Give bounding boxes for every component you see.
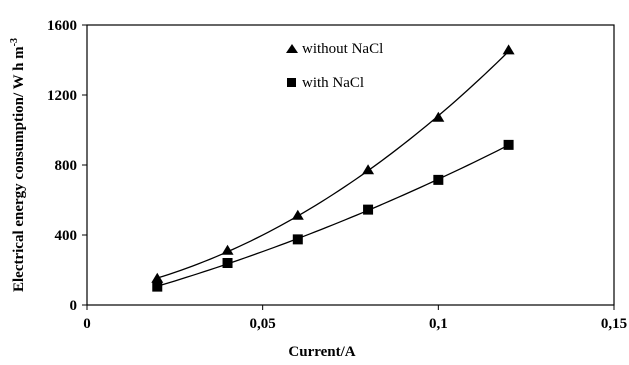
- x-tick-label: 0,1: [429, 316, 448, 332]
- point-without-nacl: [362, 164, 375, 175]
- x-tick-label: 0,15: [601, 316, 627, 332]
- point-with-nacl: [503, 139, 514, 150]
- trend-lines: [157, 50, 510, 287]
- point-without-nacl: [502, 44, 515, 55]
- legend-square-marker: [287, 78, 296, 87]
- legend-label-without-nacl: without NaCl: [302, 41, 383, 57]
- legend: without NaCl with NaCl: [286, 41, 383, 91]
- point-with-nacl: [152, 281, 163, 292]
- y-axis-title-sup: -3: [9, 38, 20, 46]
- legend-triangle-marker: [286, 44, 298, 53]
- point-with-nacl: [363, 204, 374, 215]
- y-tick-label: 1600: [47, 18, 77, 34]
- point-without-nacl: [151, 272, 164, 283]
- x-tick-label: 0,05: [250, 316, 276, 332]
- y-tick-label: 1200: [47, 88, 77, 104]
- point-with-nacl: [292, 234, 303, 245]
- point-without-nacl: [432, 111, 445, 122]
- point-without-nacl: [221, 244, 234, 255]
- trend-line-series-1: [157, 144, 509, 287]
- data-points: [151, 44, 515, 292]
- point-with-nacl: [433, 174, 444, 185]
- y-tick-label: 800: [55, 158, 78, 174]
- plot-frame: [86, 24, 615, 306]
- y-tick-label: 400: [55, 228, 78, 244]
- x-axis-title: Current/A: [288, 344, 355, 360]
- point-with-nacl: [222, 258, 233, 268]
- ticks-layer: 0 0,05 0,1 0,15 0 400 800 1200 1600: [47, 18, 627, 332]
- y-axis-title: Electrical energy consumption/ W h m-3: [9, 38, 27, 292]
- x-tick-label: 0: [83, 316, 91, 332]
- y-tick-label: 0: [70, 298, 78, 314]
- legend-label-with-nacl: with NaCl: [302, 75, 364, 91]
- y-axis-title-main: Electrical energy consumption/ W h m: [11, 46, 27, 292]
- point-without-nacl: [291, 209, 304, 220]
- trend-line-series-0: [157, 50, 510, 279]
